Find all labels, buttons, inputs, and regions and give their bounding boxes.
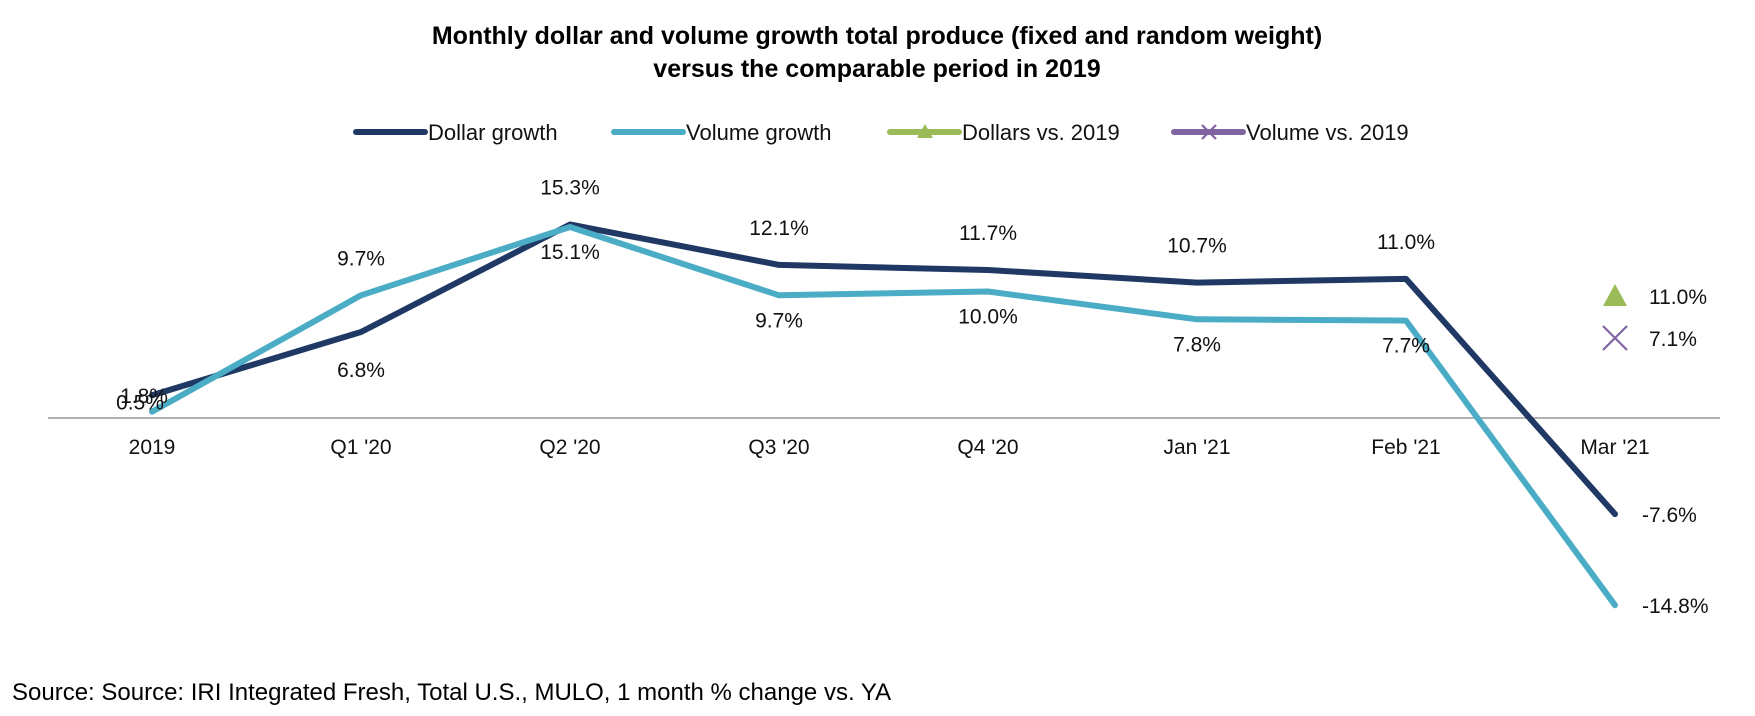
x-tick-label: Q3 '20: [748, 436, 809, 459]
legend-label: Dollar growth: [428, 120, 558, 145]
data-label-volume: 15.1%: [540, 241, 600, 264]
data-label-dollar: 12.1%: [749, 217, 809, 240]
x-tick-label: 2019: [129, 436, 176, 459]
series-line: [149, 221, 1618, 518]
data-label-volume: 7.7%: [1382, 335, 1430, 358]
marker-points: 11.0% 7.1%: [1602, 284, 1707, 351]
x-tick-label: Q2 '20: [539, 436, 600, 459]
data-label-dollar: 1.8%: [120, 385, 168, 408]
data-label-volume: 9.7%: [755, 309, 803, 332]
legend-label: Volume growth: [686, 120, 832, 145]
data-label-dollar: 6.8%: [337, 359, 385, 382]
marker-label: 7.1%: [1649, 328, 1697, 351]
x-tick-label: Feb '21: [1371, 436, 1440, 459]
x-tick-label: Q4 '20: [957, 436, 1018, 459]
marker-triangle: [1603, 284, 1627, 306]
legend-x-icon: [1201, 124, 1217, 140]
x-tick-labels: 2019 Q1 '20 Q2 '20 Q3 '20 Q4 '20 Jan '21 Feb '…: [129, 436, 1650, 459]
marker-label: 11.0%: [1649, 286, 1707, 309]
legend-label: Volume vs. 2019: [1246, 120, 1409, 145]
data-label-dollar: -7.6%: [1642, 504, 1697, 527]
legend-triangle-icon: [917, 124, 933, 138]
data-label-dollar: 11.7%: [959, 222, 1017, 245]
data-label-volume: 7.8%: [1173, 333, 1221, 356]
series-lines: [149, 221, 1618, 609]
data-label-volume: 9.7%: [337, 247, 385, 270]
source-note: Source: Source: IRI Integrated Fresh, To…: [12, 679, 892, 706]
x-tick-label: Q1 '20: [330, 436, 391, 459]
legend-label: Dollars vs. 2019: [962, 120, 1120, 145]
data-label-volume: -14.8%: [1642, 595, 1709, 618]
x-tick-label: Jan '21: [1163, 436, 1230, 459]
x-tick-label: Mar '21: [1580, 436, 1649, 459]
data-label-dollar: 10.7%: [1167, 235, 1227, 258]
data-labels: 1.8%0.5% 6.8% 9.7% 15.3% 15.1% 12.1% 9.7% 11.7%…: [116, 176, 1708, 618]
series-line: [149, 224, 1618, 609]
data-label-volume: 0.5%: [116, 392, 164, 415]
legend: Dollar growth Volume growth Dollars vs. 20…: [353, 120, 1409, 145]
data-label-volume: 10.0%: [958, 306, 1018, 329]
chart-subtitle: versus the comparable period in 2019: [653, 55, 1100, 83]
data-label-dollar: 15.3%: [540, 176, 600, 199]
chart-title: Monthly dollar and volume growth total p…: [432, 22, 1322, 50]
marker-x: [1602, 325, 1628, 351]
data-label-dollar: 11.0%: [1377, 231, 1435, 254]
